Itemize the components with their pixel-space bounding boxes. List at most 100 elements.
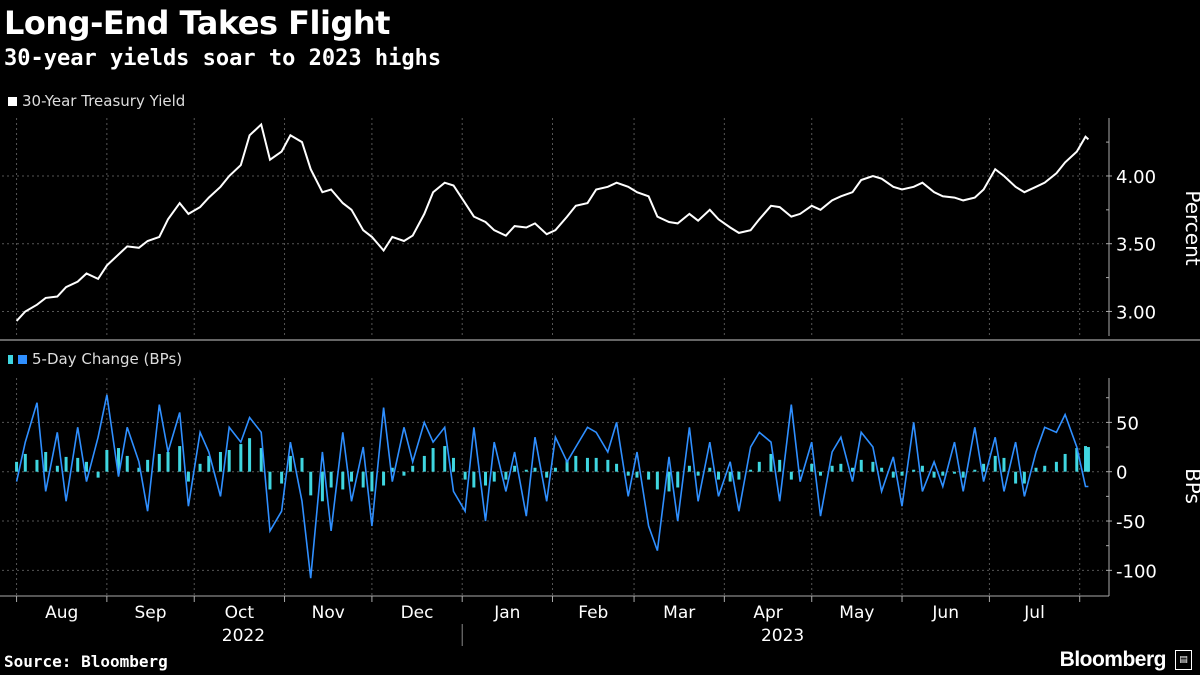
change-bar — [443, 446, 447, 472]
change-bar — [993, 455, 997, 472]
x-month-label: Jan — [493, 603, 520, 623]
change-bar — [900, 471, 904, 476]
change-bar — [1086, 447, 1090, 472]
change-bar — [341, 471, 345, 490]
change-bar — [737, 471, 741, 480]
x-month-label: Feb — [578, 603, 608, 623]
change-bar — [484, 471, 488, 486]
change-bar — [524, 469, 528, 472]
change-bar — [361, 471, 365, 488]
change-line — [15, 394, 1089, 579]
change-bar — [757, 461, 761, 472]
change-bar — [696, 471, 700, 476]
change-bar — [1034, 467, 1038, 472]
change-bar — [818, 471, 822, 476]
x-month-label: Mar — [663, 603, 695, 623]
change-bar — [626, 471, 630, 476]
source-note: Source: Bloomberg — [4, 652, 168, 671]
x-month-label: Jun — [931, 603, 959, 623]
change-bar — [227, 450, 231, 472]
change-bar — [585, 457, 589, 472]
change-bar — [830, 465, 834, 472]
change-bar — [370, 471, 374, 492]
change-bar — [920, 465, 924, 472]
x-month-label: Apr — [753, 603, 782, 623]
x-month-label: Aug — [45, 603, 78, 623]
change-bar — [320, 471, 324, 502]
change-bar — [390, 467, 394, 472]
change-bar — [382, 471, 386, 486]
change-bar — [859, 459, 863, 472]
change-bar — [594, 457, 598, 472]
change-bar — [871, 461, 875, 472]
change-bar — [1002, 457, 1006, 472]
change-bar — [15, 461, 19, 472]
bottom-ytick-label: 50 — [1116, 413, 1139, 434]
change-bar — [198, 463, 202, 472]
change-bar — [1054, 461, 1058, 472]
change-bar — [280, 471, 284, 484]
change-bar — [186, 471, 190, 482]
change-bar — [606, 459, 610, 472]
change-bar — [789, 471, 793, 480]
change-bar — [810, 463, 814, 472]
change-bar — [1043, 465, 1047, 472]
change-bar — [422, 455, 426, 472]
change-bar — [84, 461, 88, 472]
change-bar — [717, 471, 721, 480]
bottom-ytick-label: -100 — [1116, 561, 1157, 582]
change-bar — [839, 463, 843, 472]
change-bar — [125, 455, 129, 472]
bottom-ytick-label: -50 — [1116, 512, 1145, 533]
yield-line — [15, 122, 1090, 322]
change-bar — [1014, 471, 1018, 484]
change-bar — [178, 446, 182, 472]
change-bar — [259, 448, 263, 472]
change-bar — [545, 471, 549, 478]
change-bar — [687, 465, 691, 472]
change-bar — [952, 471, 956, 474]
change-bar — [961, 471, 965, 478]
change-bar — [1084, 446, 1088, 472]
change-bar — [769, 453, 773, 472]
x-month-label: May — [839, 603, 874, 623]
change-bar — [239, 444, 243, 472]
x-month-label: Dec — [401, 603, 434, 623]
change-bar — [117, 448, 121, 472]
top-ytick-label: 3.00 — [1116, 302, 1156, 323]
change-bar — [912, 469, 916, 472]
x-month-label: Oct — [225, 603, 255, 623]
change-bar — [96, 471, 100, 478]
change-bar — [941, 471, 945, 476]
change-bar — [973, 469, 977, 472]
change-bar — [329, 471, 333, 488]
change-bar — [635, 471, 639, 478]
x-month-label: Jul — [1023, 603, 1045, 623]
change-bar — [248, 438, 252, 472]
chart-subtitle: 30-year yields soar to 2023 highs — [4, 46, 442, 71]
change-bar — [268, 471, 272, 490]
change-bar — [676, 471, 680, 488]
bottom-ylabel: BPs — [1181, 468, 1200, 504]
change-bar — [402, 471, 406, 476]
top-ytick-label: 4.00 — [1116, 167, 1156, 188]
change-bar — [504, 471, 508, 480]
change-bar — [64, 456, 68, 472]
change-bar — [350, 471, 354, 482]
legend-change-line-swatch — [18, 354, 27, 364]
x-month-label: Sep — [135, 603, 167, 623]
change-bar — [300, 457, 304, 472]
change-bar — [157, 453, 161, 472]
top-ylabel: Percent — [1181, 190, 1200, 265]
change-bar — [891, 471, 895, 478]
x-month-label: Nov — [312, 603, 345, 623]
change-bar — [166, 451, 170, 472]
change-bar — [451, 457, 455, 472]
change-bar — [851, 467, 855, 472]
change-bar — [1022, 471, 1026, 484]
change-bar — [728, 471, 732, 482]
change-bar — [708, 467, 712, 472]
change-bar — [463, 471, 467, 480]
bloomberg-icon: ▤ — [1175, 650, 1192, 670]
